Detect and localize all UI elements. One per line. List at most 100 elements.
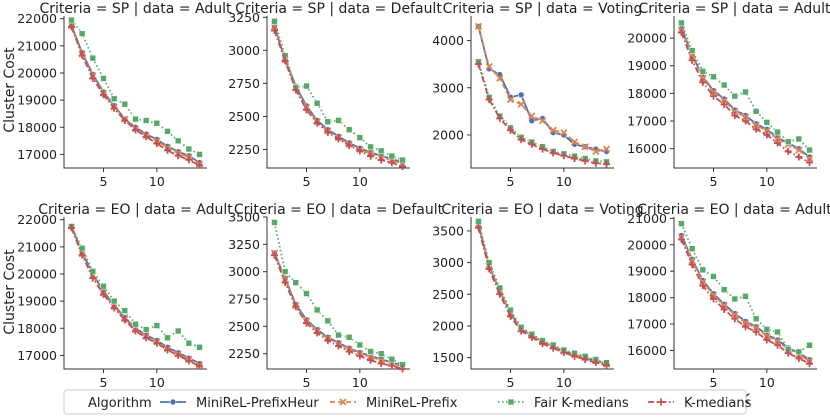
data-point bbox=[100, 75, 107, 82]
data-point bbox=[774, 139, 782, 147]
data-point bbox=[720, 306, 728, 314]
data-point bbox=[773, 135, 782, 143]
series-minirel-prefix bbox=[474, 22, 611, 156]
x-tick-label: 10 bbox=[556, 375, 572, 390]
data-point bbox=[281, 279, 289, 287]
data-point bbox=[517, 136, 525, 144]
data-point bbox=[752, 125, 760, 133]
y-tick-label: 3250 bbox=[228, 10, 260, 25]
data-point bbox=[121, 316, 129, 324]
chart-panel: Criteria = EO | data = Default 2250 2500 27… bbox=[228, 202, 443, 408]
data-point bbox=[752, 315, 760, 323]
y-tick-label: 21000 bbox=[17, 239, 57, 254]
x-tick-label: 5 bbox=[100, 375, 108, 390]
data-point bbox=[89, 74, 97, 82]
data-point bbox=[164, 346, 172, 354]
legend-entry: K-medians bbox=[648, 396, 752, 411]
series-line bbox=[273, 252, 403, 368]
legend-entry: Fair K-medians bbox=[498, 396, 629, 411]
y-tick-label: 20000 bbox=[17, 267, 57, 282]
data-point bbox=[549, 344, 557, 352]
data-point bbox=[795, 135, 803, 143]
data-point bbox=[185, 357, 193, 365]
series-line bbox=[70, 227, 200, 368]
data-point bbox=[174, 351, 182, 359]
data-point bbox=[774, 128, 781, 136]
data-point bbox=[356, 147, 364, 155]
series-line bbox=[273, 30, 403, 168]
series-line bbox=[70, 226, 200, 365]
x-tick-label: 10 bbox=[556, 174, 572, 189]
y-tick-label: 3500 bbox=[432, 223, 464, 238]
data-point bbox=[388, 159, 396, 167]
series-line bbox=[680, 239, 810, 365]
data-point bbox=[132, 327, 139, 335]
data-point bbox=[153, 119, 161, 127]
data-point bbox=[377, 360, 385, 368]
y-tick-label: 16000 bbox=[627, 141, 667, 156]
panel-title: Criteria = SP | data = Default bbox=[235, 1, 442, 17]
data-point bbox=[121, 307, 129, 314]
data-point bbox=[281, 268, 289, 275]
y-tick-label: 3500 bbox=[228, 210, 260, 225]
data-point bbox=[485, 62, 493, 71]
panel-title: Criteria = SP | data = Adult-2F bbox=[639, 1, 830, 17]
data-point bbox=[377, 350, 385, 357]
x-tick-label: 10 bbox=[149, 375, 165, 390]
data-point bbox=[110, 104, 118, 112]
data-point bbox=[731, 295, 739, 303]
data-point bbox=[496, 290, 504, 298]
data-point bbox=[774, 341, 782, 349]
series-minirel-prefix bbox=[67, 222, 204, 369]
data-point bbox=[67, 224, 75, 232]
data-point bbox=[89, 274, 97, 282]
series-fair-k-medians bbox=[678, 19, 813, 154]
y-tick-label: 1500 bbox=[432, 350, 464, 365]
data-point bbox=[313, 329, 321, 337]
data-point bbox=[110, 297, 118, 305]
x-tick-label: 10 bbox=[352, 375, 368, 390]
data-point bbox=[110, 95, 118, 103]
data-point bbox=[388, 152, 396, 160]
data-point bbox=[581, 143, 589, 151]
data-point bbox=[677, 29, 685, 37]
data-point bbox=[549, 149, 557, 157]
legend-frame bbox=[63, 389, 747, 415]
data-point bbox=[196, 343, 203, 351]
y-tick-label: 3000 bbox=[228, 43, 260, 58]
data-point bbox=[164, 128, 171, 135]
data-point bbox=[367, 348, 374, 355]
data-point bbox=[763, 326, 771, 333]
x-tick-label: 10 bbox=[759, 174, 775, 189]
data-point bbox=[89, 54, 97, 62]
data-point bbox=[688, 261, 696, 269]
data-point bbox=[281, 57, 289, 65]
data-point bbox=[742, 323, 749, 331]
data-point bbox=[110, 304, 118, 312]
series-minirel-prefixheur bbox=[68, 22, 203, 166]
legend-label: K-medians bbox=[684, 396, 752, 411]
x-tick-label: 10 bbox=[149, 174, 165, 189]
data-point bbox=[302, 106, 310, 114]
axis-spines bbox=[266, 16, 410, 169]
data-point bbox=[185, 145, 193, 153]
y-tick-label: 19000 bbox=[17, 294, 57, 309]
y-tick-label: 3250 bbox=[228, 237, 260, 252]
series-k-medians bbox=[67, 224, 204, 370]
chart-panel: Criteria = EO | data = Adult-2F 16000 1700… bbox=[627, 202, 830, 408]
x-tick-label: 10 bbox=[759, 375, 775, 390]
y-tick-label: 2000 bbox=[432, 318, 464, 333]
data-point bbox=[699, 278, 707, 286]
data-point bbox=[356, 134, 364, 141]
y-tick-label: 22000 bbox=[17, 212, 57, 227]
data-point bbox=[741, 113, 750, 121]
panel-title: Criteria = EO | data = Default bbox=[234, 202, 444, 218]
data-point bbox=[795, 153, 803, 161]
data-point bbox=[784, 349, 792, 357]
data-point bbox=[805, 154, 814, 162]
data-point bbox=[720, 96, 728, 104]
data-point bbox=[538, 117, 547, 125]
data-point bbox=[474, 22, 483, 31]
data-point bbox=[303, 290, 310, 297]
series-k-medians bbox=[67, 23, 204, 169]
